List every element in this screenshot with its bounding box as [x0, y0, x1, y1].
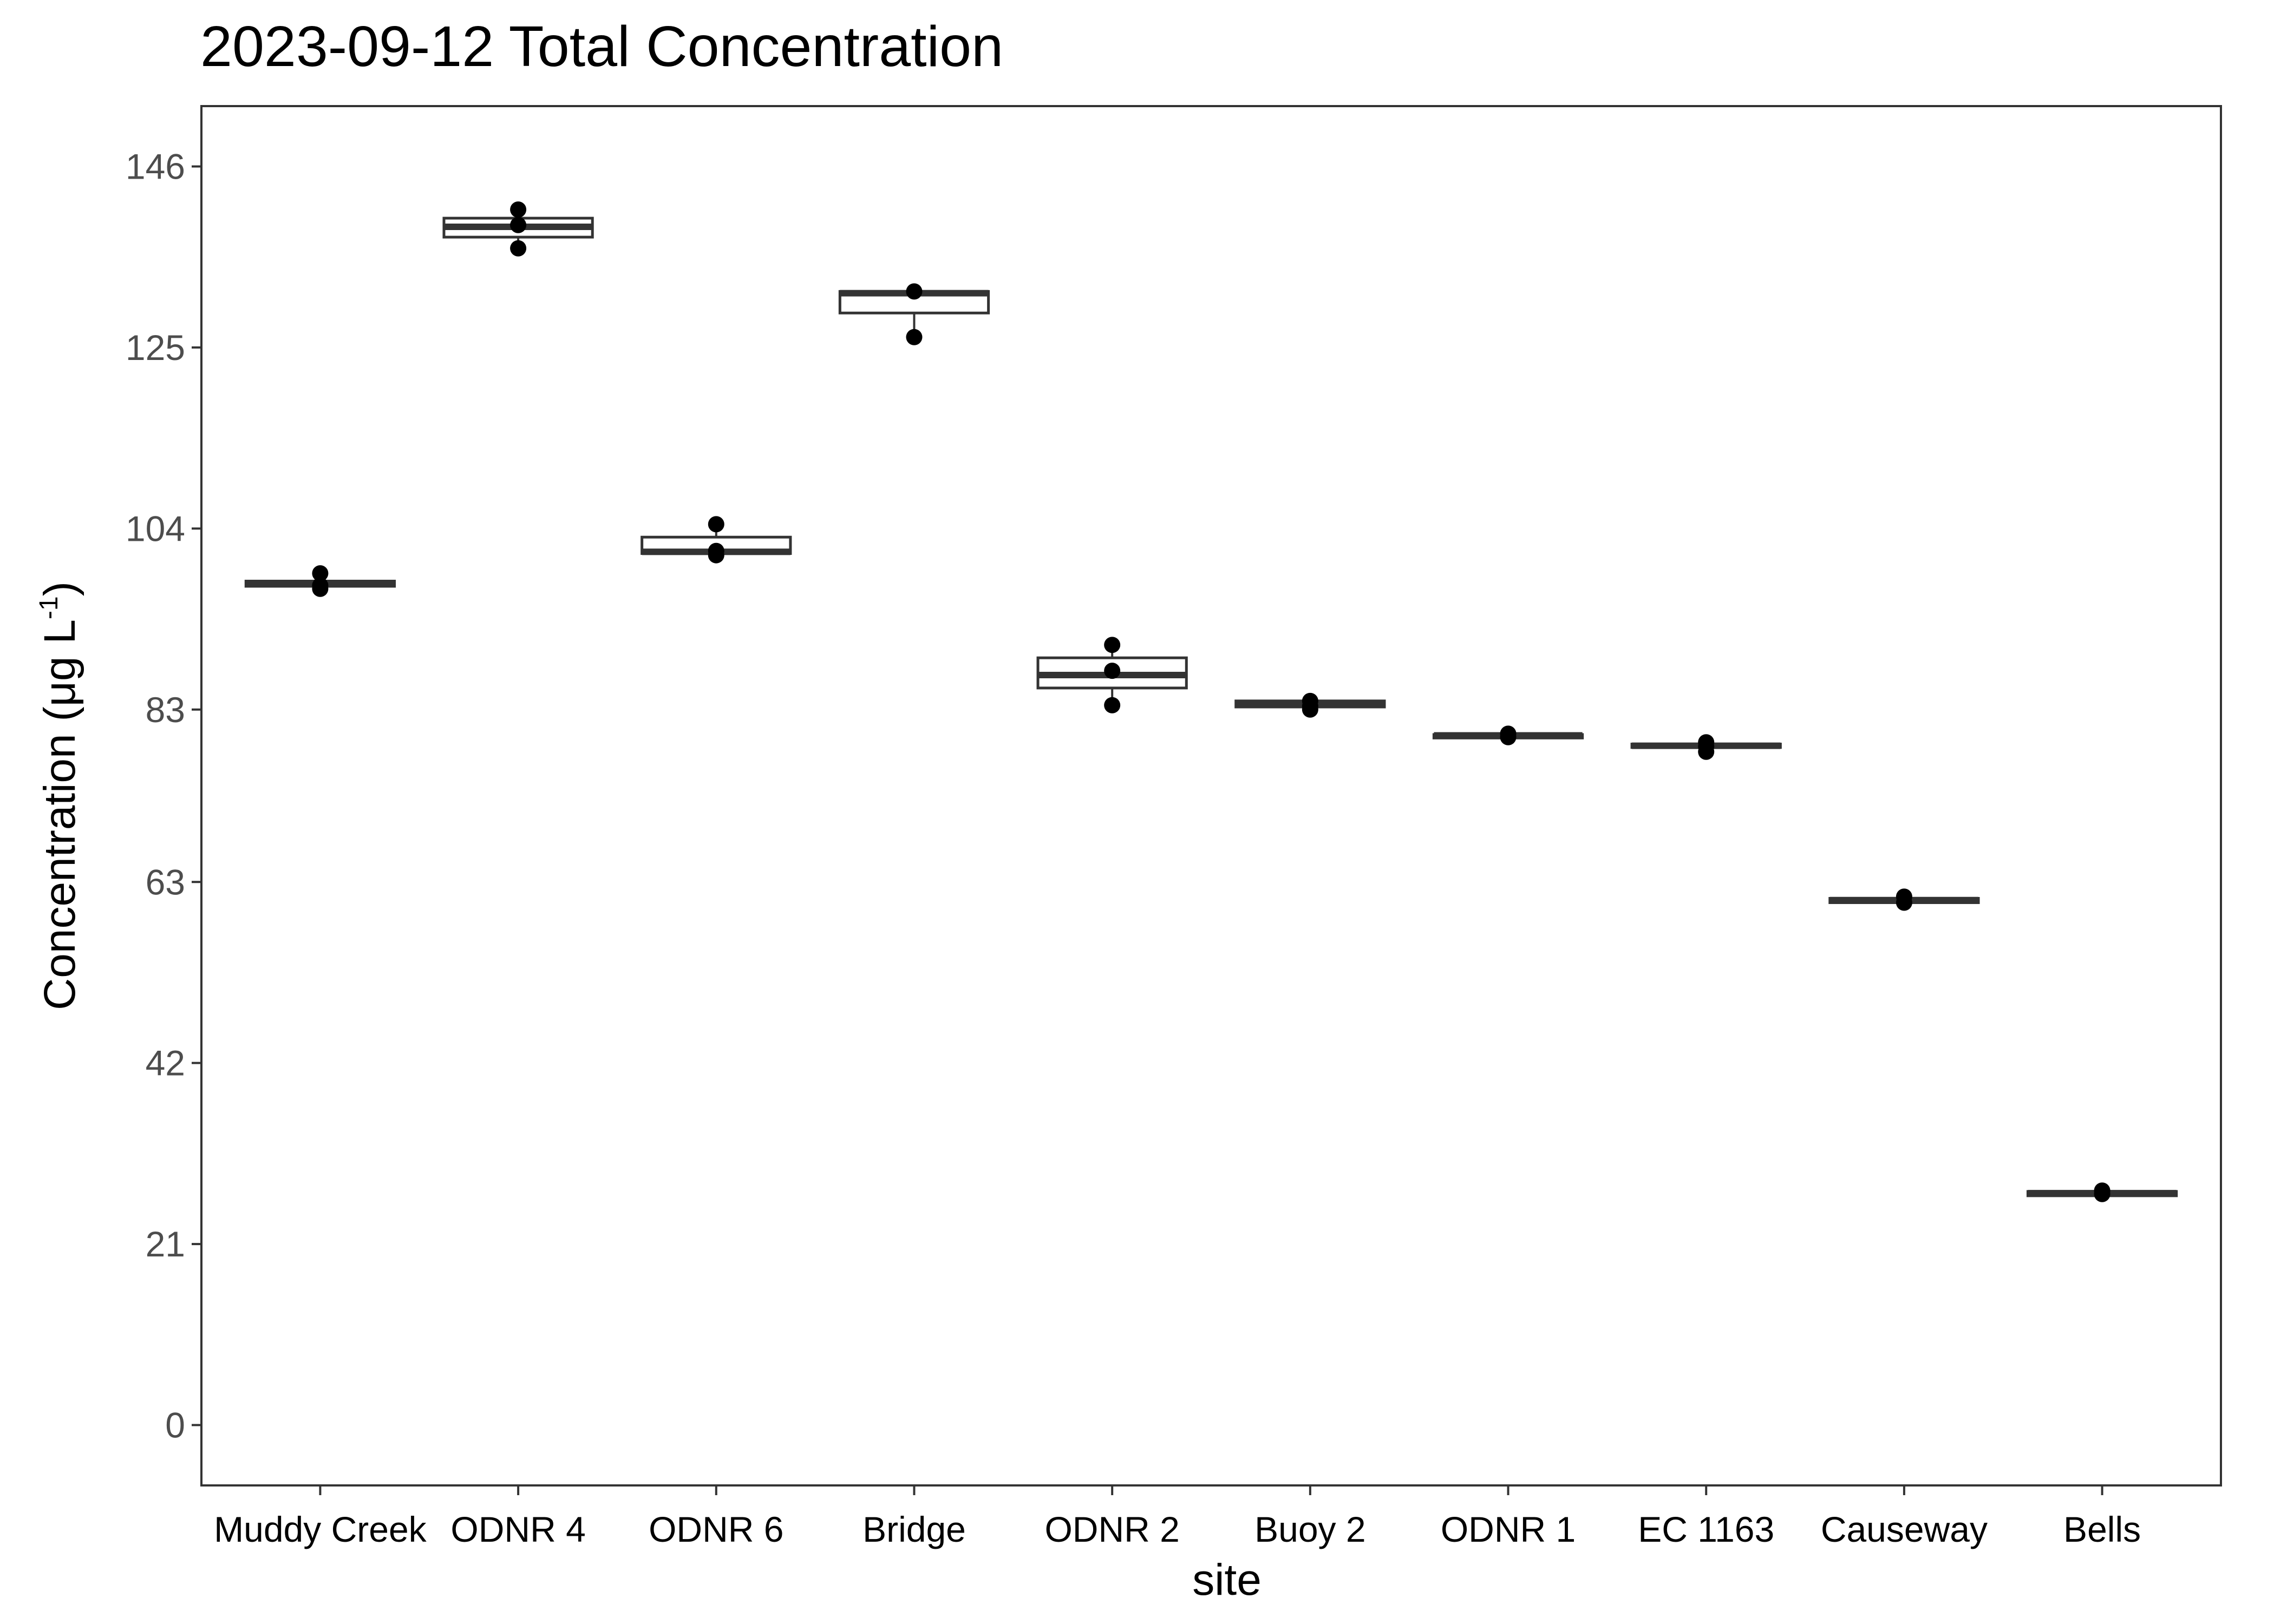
- x-axis: Muddy Creek ODNR 4 ODNR 6 Bridge ODNR 2 Buoy …: [214, 1485, 2141, 1549]
- y-tick-label: 125: [126, 328, 185, 368]
- data-point: [312, 565, 329, 582]
- x-tick-label: ODNR 1: [1441, 1509, 1576, 1549]
- data-points: [312, 201, 2110, 1202]
- y-axis-title-superscript: -1: [35, 596, 63, 619]
- y-tick-label: 63: [146, 862, 185, 902]
- chart-title: 2023-09-12 Total Concentration: [200, 15, 1003, 78]
- x-tick-label: Causeway: [1821, 1509, 1988, 1549]
- y-tick-label: 21: [146, 1224, 185, 1264]
- data-point: [708, 516, 724, 533]
- data-point: [1698, 743, 1715, 760]
- data-point: [906, 329, 923, 345]
- x-tick-label: ODNR 4: [450, 1509, 585, 1549]
- y-axis-title-close: ): [35, 581, 84, 596]
- y-axis: 0 21 42 63 83 104 125 146: [126, 146, 201, 1445]
- x-axis-title: site: [1192, 1555, 1262, 1605]
- x-tick-label: ODNR 2: [1044, 1509, 1179, 1549]
- x-tick-label: Muddy Creek: [214, 1509, 427, 1549]
- data-point: [1896, 894, 1912, 911]
- y-tick-label: 104: [126, 508, 185, 548]
- data-point: [906, 283, 923, 300]
- y-axis-title-main: Concentration (μg L: [35, 619, 84, 1010]
- boxplot: [838, 290, 990, 335]
- y-tick-label: 146: [126, 146, 185, 186]
- boxplots: [244, 209, 2178, 1197]
- data-point: [1104, 663, 1121, 679]
- data-point: [708, 547, 724, 564]
- x-tick-label: Bridge: [862, 1509, 966, 1549]
- y-axis-title: Concentration (μg L-1): [35, 581, 84, 1010]
- x-tick-label: Bells: [2063, 1509, 2141, 1549]
- data-point: [2094, 1186, 2110, 1202]
- data-point: [1104, 637, 1121, 653]
- data-point: [510, 201, 527, 218]
- x-tick-label: Buoy 2: [1254, 1509, 1365, 1549]
- data-point: [1500, 729, 1517, 745]
- data-point: [510, 217, 527, 233]
- data-point: [312, 580, 329, 597]
- y-tick-label: 42: [146, 1043, 185, 1083]
- x-tick-label: EC 1163: [1638, 1509, 1774, 1549]
- x-tick-label: ODNR 6: [649, 1509, 783, 1549]
- y-tick-label: 0: [165, 1405, 185, 1445]
- plot-panel-border: [200, 105, 2222, 1487]
- data-point: [1302, 701, 1318, 718]
- data-point: [1104, 697, 1121, 713]
- y-tick-label: 83: [146, 690, 185, 730]
- data-point: [510, 240, 527, 257]
